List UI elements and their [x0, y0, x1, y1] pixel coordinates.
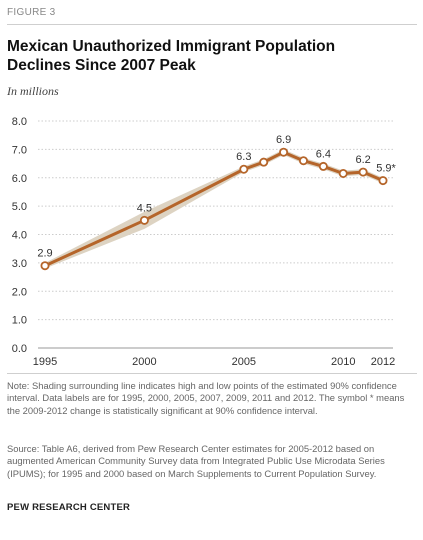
data-point — [318, 161, 328, 171]
pew-credit: PEW RESEARCH CENTER — [7, 502, 131, 513]
chart-note: Note: Shading surrounding line indicates… — [7, 380, 405, 416]
confidence-band — [45, 149, 383, 269]
chart-title: Mexican Unauthorized Immigrant Populatio… — [7, 37, 407, 75]
chart-source: Source: Table A6, derived from Pew Resea… — [7, 443, 385, 479]
y-tick-label: 5.0 — [12, 201, 27, 213]
y-tick-label: 0.0 — [12, 343, 27, 355]
data-point — [298, 156, 308, 166]
data-point — [358, 167, 368, 177]
data-point — [259, 157, 269, 167]
data-label: 5.9* — [376, 163, 396, 175]
data-point — [40, 261, 50, 271]
y-tick-label: 2.0 — [12, 286, 27, 298]
chart-bottom-divider — [7, 373, 417, 374]
x-tick-label: 2012 — [371, 356, 395, 368]
x-tick-label: 2005 — [232, 356, 256, 368]
y-tick-label: 8.0 — [12, 116, 27, 128]
y-tick-label: 7.0 — [12, 144, 27, 156]
data-point — [279, 147, 289, 157]
data-point — [378, 176, 388, 186]
data-label: 6.2 — [355, 154, 370, 166]
y-tick-label: 3.0 — [12, 258, 27, 270]
data-label: 6.3 — [236, 151, 251, 163]
y-tick-label: 1.0 — [12, 315, 27, 327]
data-point — [338, 168, 348, 178]
chart-title-line-1: Mexican Unauthorized Immigrant Populatio… — [7, 38, 336, 55]
chart-title-line-2: Declines Since 2007 Peak — [7, 57, 196, 74]
line-chart: 0.0 1.0 2.0 3.0 4.0 5.0 6.0 7.0 8.0 1995 2000 2005 2… — [12, 116, 397, 368]
chart-subtitle: In millions — [7, 84, 59, 98]
data-label: 4.5 — [137, 202, 152, 214]
y-tick-label: 6.0 — [12, 173, 27, 185]
data-label: 2.9 — [37, 248, 52, 260]
data-label: 6.9 — [276, 134, 291, 146]
series-line — [44, 150, 384, 268]
top-divider — [7, 24, 417, 25]
x-tick-label: 1995 — [33, 356, 57, 368]
x-tick-label: 2000 — [132, 356, 156, 368]
figure-label: FIGURE 3 — [7, 7, 56, 18]
y-tick-label: 4.0 — [12, 230, 27, 242]
data-point — [139, 215, 149, 225]
data-label: 6.4 — [316, 148, 331, 160]
data-point — [239, 164, 249, 174]
x-tick-label: 2010 — [331, 356, 355, 368]
